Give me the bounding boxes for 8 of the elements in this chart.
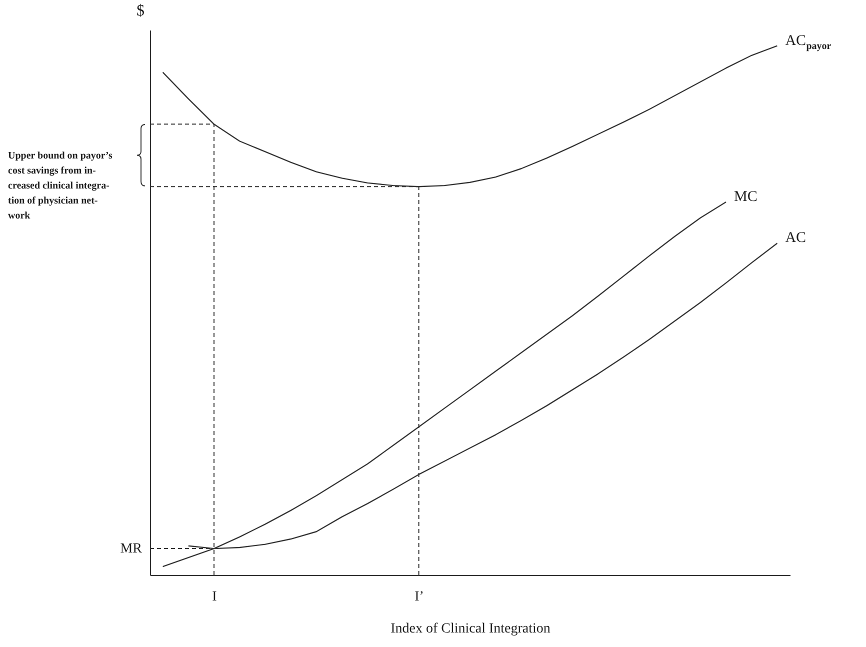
x-tick-label: I [212, 590, 218, 604]
y-axis-title: $ [136, 2, 144, 20]
text: Upper bound on payor’s cost savings from in- creased clinical integra- tion of physician net- work [8, 150, 112, 222]
series-label: MC [734, 188, 758, 205]
series-label: AC [785, 230, 806, 246]
x-tick-label: I’ [414, 590, 424, 604]
ref-line-label: MR [120, 542, 143, 557]
x-axis-title: Index of Clinical Integration [390, 622, 550, 636]
